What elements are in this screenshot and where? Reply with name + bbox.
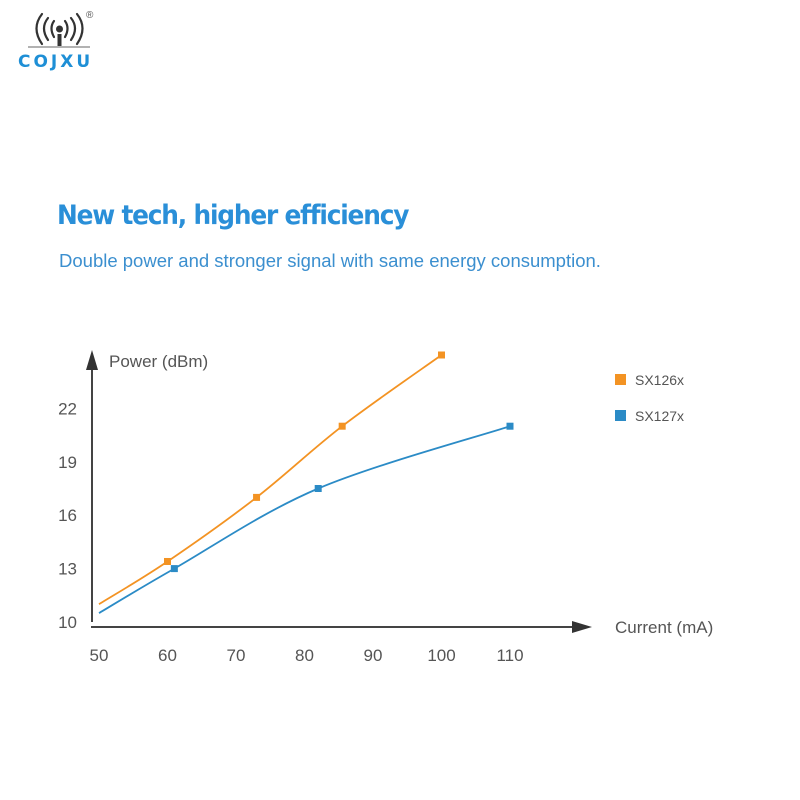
- series-line-sx126x: [98, 354, 443, 605]
- x-tick-label: 100: [427, 646, 455, 665]
- y-tick-label: 19: [58, 453, 77, 472]
- data-point-sx126x: [338, 422, 346, 430]
- legend-label-sx126x: SX126x: [635, 372, 684, 388]
- chart-legend: SX126x SX127x: [615, 372, 684, 424]
- data-point-sx126x: [253, 493, 261, 501]
- page-title: New tech, higher efficiency: [57, 200, 409, 231]
- x-tick-label: 50: [90, 646, 109, 665]
- x-tick-label: 70: [227, 646, 246, 665]
- y-axis-arrow: [86, 350, 98, 370]
- y-tick-label: 10: [58, 613, 77, 632]
- x-tick-label: 110: [496, 646, 523, 665]
- y-tick-label: 22: [58, 399, 77, 418]
- x-axis-arrow: [572, 621, 592, 633]
- data-point-sx126x: [438, 351, 445, 359]
- x-axis-label: Current (mA): [615, 618, 713, 637]
- x-tick-label: 80: [295, 646, 314, 665]
- data-point-sx126x: [164, 557, 171, 565]
- y-axis-label: Power (dBm): [109, 352, 208, 371]
- data-point-sx127x: [170, 565, 178, 573]
- brand-logo: ®: [18, 10, 118, 75]
- y-tick-label: 13: [58, 560, 77, 579]
- x-tick-label: 60: [158, 646, 177, 665]
- data-point-sx127x: [506, 422, 514, 430]
- legend-swatch-sx126x: [615, 374, 626, 385]
- legend-swatch-sx127x: [615, 410, 626, 421]
- registered-mark: ®: [86, 10, 94, 21]
- wireless-antenna-icon: [28, 12, 90, 48]
- page-subtitle: Double power and stronger signal with sa…: [59, 250, 601, 271]
- x-tick-label: 90: [364, 646, 383, 665]
- data-point-sx127x: [314, 485, 322, 492]
- legend-label-sx127x: SX127x: [635, 408, 684, 424]
- chart-axes: Power (dBm) Current (mA): [86, 350, 713, 637]
- brand-name: COJXU: [18, 52, 94, 72]
- series-line-sx127x: [98, 425, 511, 614]
- y-tick-label: 16: [58, 506, 77, 525]
